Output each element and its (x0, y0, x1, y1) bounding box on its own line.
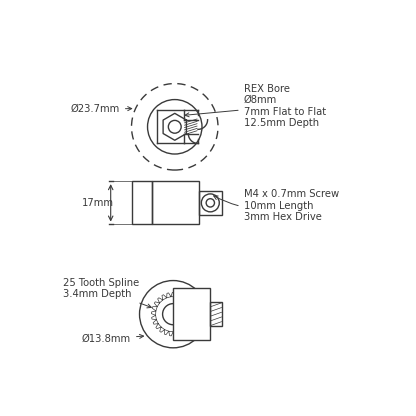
Text: 25 Tooth Spline
3.4mm Depth: 25 Tooth Spline 3.4mm Depth (63, 278, 151, 308)
Text: M4 x 0.7mm Screw
10mm Length
3mm Hex Drive: M4 x 0.7mm Screw 10mm Length 3mm Hex Dri… (214, 189, 339, 223)
Bar (199, 191, 222, 215)
Text: REX Bore
Ø8mm
7mm Flat to Flat
12.5mm Depth: REX Bore Ø8mm 7mm Flat to Flat 12.5mm De… (185, 84, 326, 129)
Text: Ø13.8mm: Ø13.8mm (82, 334, 144, 344)
Bar (131, 181, 152, 225)
Text: Ø23.7mm: Ø23.7mm (71, 104, 132, 114)
Text: 17mm: 17mm (82, 198, 114, 208)
Bar (152, 181, 199, 225)
Bar (210, 302, 222, 326)
Bar (173, 288, 210, 340)
